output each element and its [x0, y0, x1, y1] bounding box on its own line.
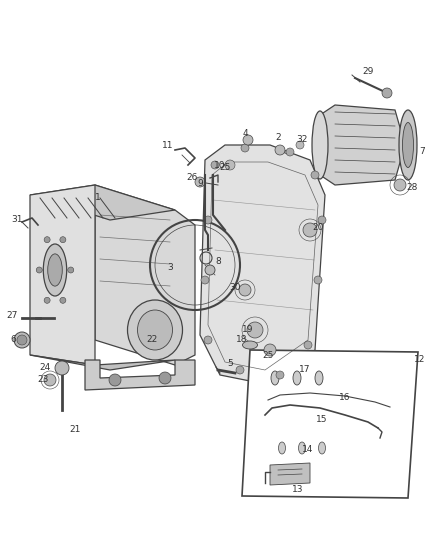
Ellipse shape	[271, 371, 279, 385]
Circle shape	[276, 371, 284, 379]
Circle shape	[243, 135, 253, 145]
Text: 9: 9	[197, 179, 203, 188]
Text: 26: 26	[186, 174, 198, 182]
Circle shape	[68, 267, 74, 273]
Text: 16: 16	[339, 393, 351, 402]
Ellipse shape	[315, 371, 323, 385]
Text: 14: 14	[302, 446, 314, 455]
Circle shape	[55, 361, 69, 375]
Circle shape	[264, 344, 276, 356]
Text: 10: 10	[214, 160, 226, 169]
Text: 20: 20	[312, 223, 324, 232]
Text: 12: 12	[414, 356, 426, 365]
Ellipse shape	[243, 341, 258, 349]
Ellipse shape	[299, 442, 305, 454]
Text: 3: 3	[167, 263, 173, 272]
Polygon shape	[95, 185, 195, 365]
Ellipse shape	[318, 442, 325, 454]
Polygon shape	[85, 360, 195, 390]
Circle shape	[201, 276, 209, 284]
Text: 13: 13	[292, 486, 304, 495]
Text: 32: 32	[297, 135, 307, 144]
Circle shape	[204, 216, 212, 224]
Text: 27: 27	[6, 311, 18, 319]
Ellipse shape	[293, 371, 301, 385]
Circle shape	[205, 265, 215, 275]
Text: 4: 4	[242, 128, 248, 138]
Circle shape	[109, 374, 121, 386]
Circle shape	[394, 179, 406, 191]
Circle shape	[204, 336, 212, 344]
Polygon shape	[30, 355, 175, 370]
Circle shape	[296, 141, 304, 149]
Circle shape	[241, 144, 249, 152]
Circle shape	[304, 341, 312, 349]
Circle shape	[286, 148, 294, 156]
Circle shape	[44, 237, 50, 243]
Text: 25: 25	[262, 351, 274, 359]
Ellipse shape	[399, 110, 417, 180]
Text: 31: 31	[11, 215, 23, 224]
Circle shape	[44, 297, 50, 303]
Circle shape	[36, 267, 42, 273]
Text: 29: 29	[362, 68, 374, 77]
Circle shape	[17, 335, 27, 345]
Circle shape	[44, 374, 56, 386]
Circle shape	[275, 145, 285, 155]
Text: 24: 24	[39, 364, 51, 373]
Ellipse shape	[138, 310, 173, 350]
Text: 22: 22	[146, 335, 158, 344]
Text: 15: 15	[316, 416, 328, 424]
Ellipse shape	[312, 111, 328, 179]
Ellipse shape	[279, 442, 286, 454]
Text: 21: 21	[69, 425, 81, 434]
Text: 1: 1	[95, 193, 101, 203]
Circle shape	[239, 284, 251, 296]
Polygon shape	[30, 185, 175, 220]
Circle shape	[14, 332, 30, 348]
Polygon shape	[200, 145, 325, 385]
Text: 7: 7	[419, 148, 425, 157]
Text: 30: 30	[229, 282, 241, 292]
Text: 17: 17	[299, 366, 311, 375]
Text: 19: 19	[242, 326, 254, 335]
Polygon shape	[270, 463, 310, 485]
Ellipse shape	[127, 300, 183, 360]
Polygon shape	[320, 105, 405, 185]
Text: 23: 23	[37, 376, 49, 384]
Text: 8: 8	[215, 257, 221, 266]
Ellipse shape	[43, 244, 67, 296]
Text: 28: 28	[406, 183, 418, 192]
Circle shape	[60, 297, 66, 303]
Circle shape	[303, 223, 317, 237]
Polygon shape	[30, 185, 95, 365]
Circle shape	[311, 171, 319, 179]
Circle shape	[314, 276, 322, 284]
Text: 5: 5	[227, 359, 233, 367]
Polygon shape	[242, 350, 418, 498]
Circle shape	[211, 161, 219, 169]
Circle shape	[382, 88, 392, 98]
Circle shape	[60, 237, 66, 243]
Ellipse shape	[48, 254, 62, 286]
Text: 6: 6	[10, 335, 16, 344]
Circle shape	[195, 177, 205, 187]
Text: 2: 2	[275, 133, 281, 141]
Text: 25: 25	[219, 164, 231, 173]
Ellipse shape	[403, 123, 413, 167]
Text: 11: 11	[162, 141, 174, 149]
Circle shape	[318, 216, 326, 224]
Text: 18: 18	[236, 335, 248, 344]
Circle shape	[247, 322, 263, 338]
Circle shape	[236, 366, 244, 374]
Circle shape	[159, 372, 171, 384]
Circle shape	[225, 160, 235, 170]
